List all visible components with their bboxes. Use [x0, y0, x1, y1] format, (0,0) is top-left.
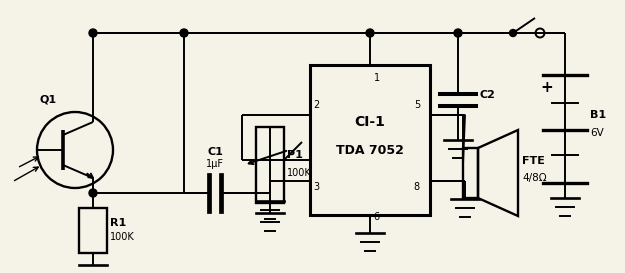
Text: +: +	[541, 80, 553, 95]
Text: FTE: FTE	[522, 156, 545, 166]
Circle shape	[180, 29, 188, 37]
Text: 1μF: 1μF	[206, 159, 224, 169]
Text: TDA 7052: TDA 7052	[336, 144, 404, 156]
Text: C2: C2	[480, 90, 496, 100]
Text: 100K: 100K	[110, 232, 135, 242]
Text: Q1: Q1	[39, 94, 56, 104]
Text: 2: 2	[313, 99, 319, 109]
Text: 8: 8	[414, 182, 420, 192]
Bar	[256, 127, 284, 203]
Text: R1: R1	[110, 218, 126, 228]
Circle shape	[454, 29, 462, 37]
Circle shape	[509, 29, 516, 37]
Text: 5: 5	[414, 99, 420, 109]
Circle shape	[89, 189, 97, 197]
Text: 3: 3	[313, 182, 319, 192]
Text: B1: B1	[590, 110, 606, 120]
Bar	[79, 208, 107, 253]
Text: C1: C1	[207, 147, 223, 157]
Text: 1: 1	[374, 73, 380, 83]
Text: 6: 6	[373, 212, 379, 222]
Circle shape	[89, 29, 97, 37]
Text: 6V: 6V	[590, 128, 604, 138]
Text: 100K: 100K	[287, 168, 312, 178]
Bar	[310, 65, 430, 215]
Text: CI-1: CI-1	[354, 115, 386, 129]
Circle shape	[366, 29, 374, 37]
Text: 4/8Ω: 4/8Ω	[522, 173, 547, 183]
Text: P1: P1	[287, 150, 303, 160]
Bar	[463, 148, 478, 198]
